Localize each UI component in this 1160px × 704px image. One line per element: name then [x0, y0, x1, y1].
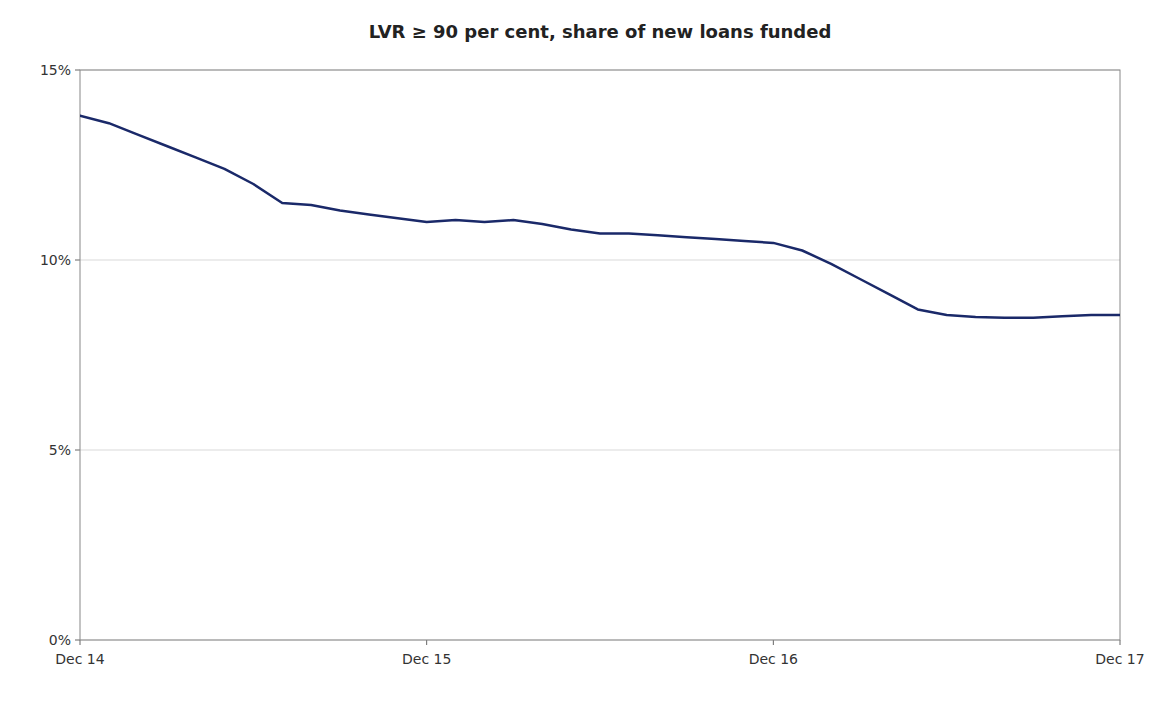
y-tick-label: 0% — [49, 632, 71, 648]
y-tick — [75, 70, 80, 71]
y-tick — [75, 640, 80, 641]
x-axis: Dec 14 Dec 15 Dec 16 Dec 17 — [55, 640, 1144, 667]
y-grid — [80, 70, 1120, 640]
x-tick-label: Dec 16 — [749, 651, 798, 667]
chart-svg: LVR ≥ 90 per cent, share of new loans fu… — [0, 0, 1160, 704]
x-tick-label: Dec 15 — [402, 651, 451, 667]
y-tick-label: 15% — [40, 62, 71, 78]
x-tick-label: Dec 14 — [55, 651, 104, 667]
y-tick — [75, 450, 80, 451]
x-tick — [426, 640, 427, 645]
x-tick-label: Dec 17 — [1095, 651, 1144, 667]
grid-line — [80, 450, 1120, 451]
grid-line — [80, 260, 1120, 261]
chart-container: LVR ≥ 90 per cent, share of new loans fu… — [0, 0, 1160, 704]
y-tick — [75, 260, 80, 261]
chart-title: LVR ≥ 90 per cent, share of new loans fu… — [369, 21, 832, 42]
data-line — [80, 116, 1120, 318]
x-tick — [80, 640, 81, 645]
y-tick-label: 5% — [49, 442, 71, 458]
plot-frame — [80, 70, 1120, 640]
x-tick — [773, 640, 774, 645]
y-axis: 0% 5% 10% 15% — [40, 62, 80, 648]
x-tick — [1120, 640, 1121, 645]
data-group — [80, 116, 1120, 318]
y-tick-label: 10% — [40, 252, 71, 268]
